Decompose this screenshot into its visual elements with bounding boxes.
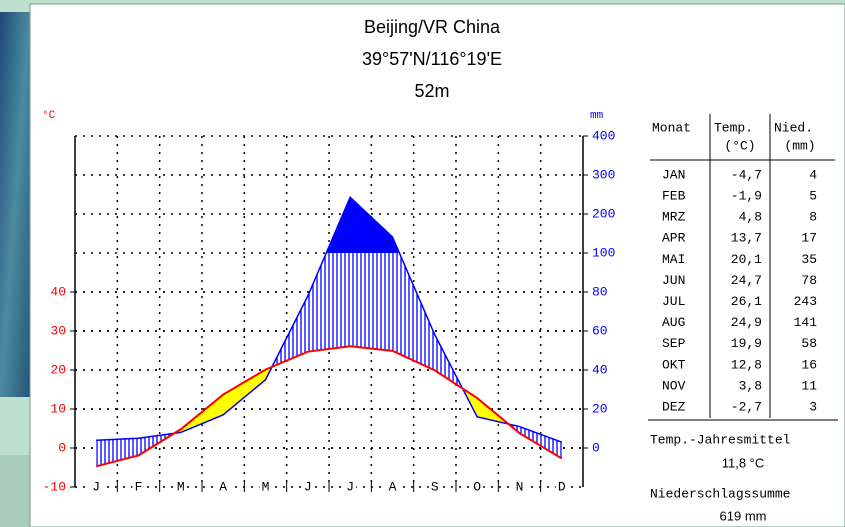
- x-tick-label: F: [135, 479, 143, 494]
- table-month: JUL: [662, 294, 685, 309]
- page: Beijing/VR China 39°57'N/116°19'E 52m °C…: [0, 0, 845, 527]
- x-tick-label: M: [262, 479, 270, 494]
- x-tick-label: N: [516, 479, 524, 494]
- table-temp: 3,8: [739, 378, 762, 393]
- table-precip: 8: [809, 210, 817, 225]
- table-precip: 78: [801, 273, 817, 288]
- summary-label: Temp.-Jahresmittel: [650, 432, 791, 447]
- y2-tick-label: 100: [592, 245, 615, 260]
- table-header: Temp.: [714, 120, 753, 135]
- table-temp: 26,1: [731, 294, 762, 309]
- x-tick-label: J: [304, 479, 312, 494]
- table-precip: 16: [801, 357, 817, 372]
- chart: Beijing/VR China 39°57'N/116°19'E 52m °C…: [0, 0, 845, 527]
- table-temp: 4,8: [739, 210, 762, 225]
- y2-tick-label: 300: [592, 167, 615, 182]
- chart-subtitle: 39°57'N/116°19'E: [362, 49, 502, 69]
- y2-tick-label: 40: [592, 362, 608, 377]
- y-tick-label: 20: [50, 362, 66, 377]
- table-precip: 17: [801, 231, 817, 246]
- background-image: [0, 12, 30, 397]
- x-tick-label: S: [431, 479, 439, 494]
- table-header: Nied.: [774, 120, 813, 135]
- table-temp: 24,7: [731, 273, 762, 288]
- table-temp: -1,9: [731, 189, 762, 204]
- chart-elevation: 52m: [414, 81, 449, 101]
- y2-tick-label: 80: [592, 284, 608, 299]
- table-month: AUG: [662, 315, 685, 330]
- y-tick-label: 40: [50, 284, 66, 299]
- x-tick-label: J: [346, 479, 354, 494]
- x-tick-label: J: [92, 479, 100, 494]
- table-header: Monat: [652, 120, 691, 135]
- table-precip: 243: [794, 294, 817, 309]
- table-month: FEB: [662, 189, 686, 204]
- table-precip: 35: [801, 252, 817, 267]
- table-precip: 58: [801, 336, 817, 351]
- table-precip: 4: [809, 167, 817, 182]
- table-month: JAN: [662, 167, 685, 182]
- table-month: MRZ: [662, 210, 686, 225]
- y2-tick-label: 0: [592, 440, 600, 455]
- y2-tick-label: 200: [592, 206, 615, 221]
- table-month: SEP: [662, 336, 686, 351]
- y2-axis-label: mm: [590, 110, 604, 122]
- x-tick-label: M: [177, 479, 185, 494]
- table-temp: 12,8: [731, 357, 762, 372]
- table-temp: 20,1: [731, 252, 762, 267]
- table-precip: 5: [809, 189, 817, 204]
- summary-value: 619 mm: [720, 508, 767, 523]
- x-tick-label: O: [473, 479, 481, 494]
- y-axis-label: °C: [42, 110, 56, 122]
- table-month: NOV: [662, 378, 686, 393]
- table-month: OKT: [662, 357, 686, 372]
- table-temp: 24,9: [731, 315, 762, 330]
- y2-tick-label: 60: [592, 323, 608, 338]
- table-temp: 13,7: [731, 231, 762, 246]
- table-temp: -4,7: [731, 167, 762, 182]
- summary-label: Niederschlagssumme: [650, 486, 790, 501]
- x-tick-label: D: [558, 479, 566, 494]
- table-month: JUN: [662, 273, 685, 288]
- table-temp: 19,9: [731, 336, 762, 351]
- y-tick-label: -10: [43, 479, 66, 494]
- summary-value: 11,8 °C: [722, 455, 765, 470]
- background-band: [0, 455, 30, 527]
- table-month: MAI: [662, 252, 685, 267]
- y2-tick-label: 400: [592, 128, 615, 143]
- table-header: (°C): [724, 138, 755, 153]
- table-temp: -2,7: [731, 400, 762, 415]
- table-month: APR: [662, 231, 686, 246]
- table-month: DEZ: [662, 400, 686, 415]
- table-precip: 3: [809, 400, 817, 415]
- y2-tick-label: 20: [592, 401, 608, 416]
- y-tick-label: 0: [58, 440, 66, 455]
- y-tick-label: 10: [50, 401, 66, 416]
- x-tick-label: A: [219, 479, 227, 494]
- y-tick-label: 30: [50, 323, 66, 338]
- x-tick-label: A: [389, 479, 397, 494]
- table-precip: 11: [801, 378, 817, 393]
- table-header: (mm): [784, 138, 815, 153]
- chart-title: Beijing/VR China: [364, 17, 501, 37]
- table-precip: 141: [794, 315, 818, 330]
